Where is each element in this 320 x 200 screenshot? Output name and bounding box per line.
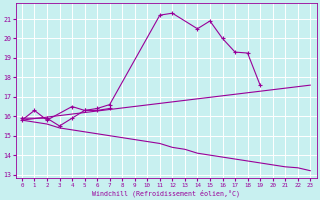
- X-axis label: Windchill (Refroidissement éolien,°C): Windchill (Refroidissement éolien,°C): [92, 189, 240, 197]
